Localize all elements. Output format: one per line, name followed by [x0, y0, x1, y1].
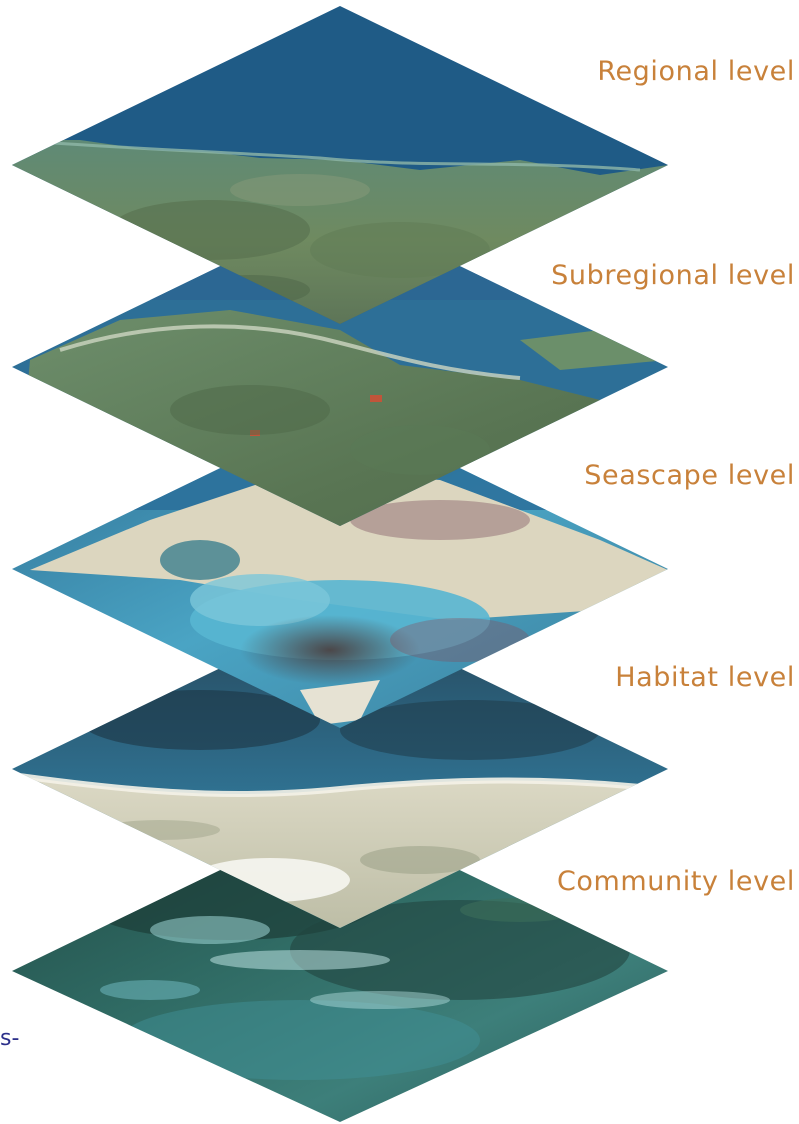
- level-label-community: Community level: [556, 866, 795, 897]
- level-label-habitat: Habitat level: [615, 662, 795, 693]
- left-edge-fragment: s-: [0, 1026, 20, 1051]
- community-layer: [12, 812, 668, 1122]
- level-label-subregional: Subregional level: [551, 260, 795, 291]
- level-label-seascape: Seascape level: [584, 460, 795, 491]
- level-label-regional: Regional level: [597, 56, 795, 87]
